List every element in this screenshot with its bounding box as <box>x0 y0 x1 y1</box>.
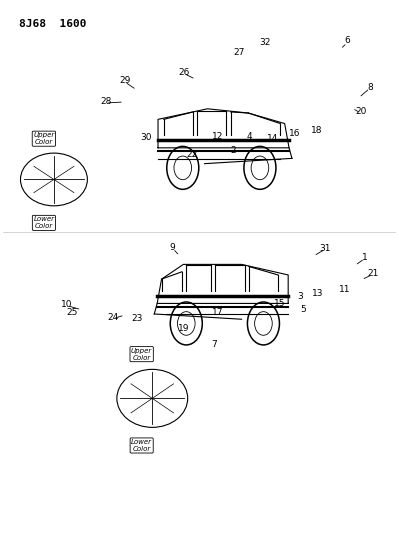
Text: Upper
Color: Upper Color <box>33 132 55 145</box>
Text: 13: 13 <box>312 289 323 298</box>
Text: 22: 22 <box>186 150 197 159</box>
Text: 19: 19 <box>178 324 189 333</box>
Text: 17: 17 <box>212 308 224 317</box>
Text: 31: 31 <box>320 244 331 253</box>
Text: Upper
Color: Upper Color <box>131 348 152 361</box>
Text: 1: 1 <box>362 253 367 262</box>
Text: 3: 3 <box>297 292 303 301</box>
Text: 26: 26 <box>178 68 190 77</box>
Text: 14: 14 <box>267 134 279 143</box>
Text: 16: 16 <box>289 128 301 138</box>
Text: 2: 2 <box>230 146 236 155</box>
Text: 20: 20 <box>355 108 367 116</box>
Text: 28: 28 <box>100 98 112 107</box>
Text: 6: 6 <box>344 36 350 45</box>
Text: 24: 24 <box>107 313 119 322</box>
Text: 8: 8 <box>367 83 373 92</box>
Text: 12: 12 <box>212 132 223 141</box>
Text: 4: 4 <box>247 132 252 141</box>
Text: 8J68  1600: 8J68 1600 <box>18 19 86 29</box>
Text: 10: 10 <box>61 300 73 309</box>
Text: 29: 29 <box>119 76 130 85</box>
Text: Lower
Color: Lower Color <box>131 439 152 452</box>
Text: Lower
Color: Lower Color <box>34 216 54 229</box>
Text: 32: 32 <box>259 38 271 47</box>
Text: 25: 25 <box>66 309 77 318</box>
Text: 5: 5 <box>300 305 306 314</box>
Text: 7: 7 <box>211 340 217 349</box>
Text: 15: 15 <box>274 300 285 309</box>
Text: 23: 23 <box>131 314 142 322</box>
Text: 30: 30 <box>140 133 152 142</box>
Text: 9: 9 <box>170 243 176 252</box>
Text: 11: 11 <box>339 285 351 294</box>
Text: 18: 18 <box>311 126 322 135</box>
Text: 21: 21 <box>367 269 378 278</box>
Text: 27: 27 <box>233 49 245 58</box>
